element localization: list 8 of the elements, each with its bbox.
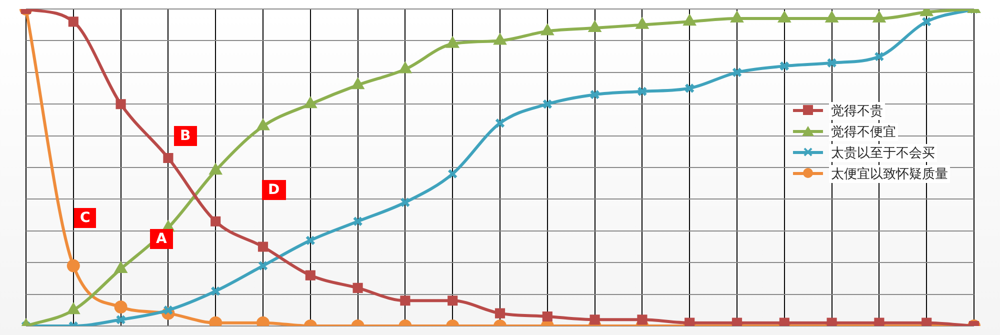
legend-label: 觉得不贵 xyxy=(829,102,885,120)
annotation: A xyxy=(150,229,173,249)
annotation: D xyxy=(262,180,286,200)
legend-label: 太便宜以致怀疑质量 xyxy=(829,164,950,182)
annotation: B xyxy=(174,126,197,146)
annotation: C xyxy=(74,208,96,228)
legend-label: 觉得不便宜 xyxy=(829,122,898,140)
legend-label: 太贵以至于不会买 xyxy=(829,144,937,162)
